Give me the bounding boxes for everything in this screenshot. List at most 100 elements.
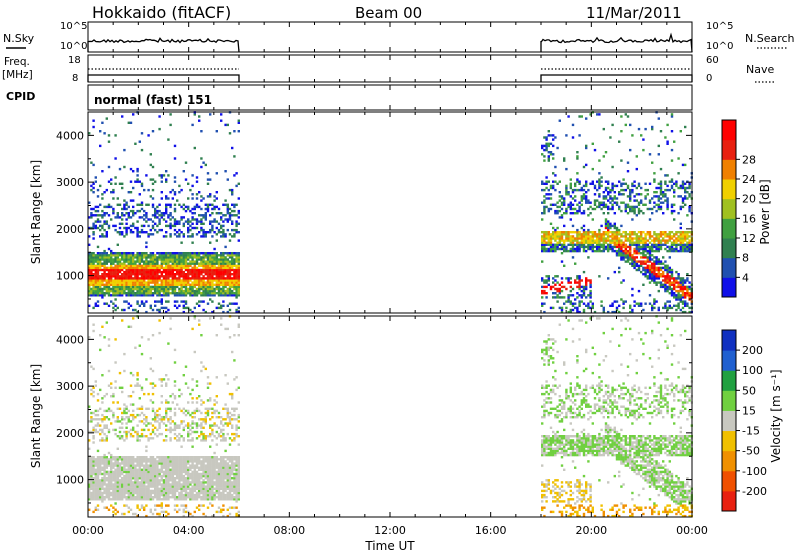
velocity-cell <box>151 458 155 461</box>
power-cell <box>116 287 119 291</box>
power-cell <box>215 233 218 236</box>
power-cell <box>178 304 181 307</box>
power-cell <box>541 249 544 253</box>
velocity-cell <box>129 483 133 486</box>
velocity-cell <box>132 413 135 417</box>
power-cell <box>193 207 196 211</box>
power-cell <box>558 205 561 209</box>
power-cell <box>191 266 194 270</box>
power-cell <box>220 113 223 116</box>
power-cell <box>673 287 676 291</box>
power-cell <box>688 195 691 198</box>
power-cell <box>681 182 685 185</box>
power-cell <box>662 270 665 274</box>
power-cell <box>631 205 634 209</box>
velocity-cell <box>99 464 102 467</box>
power-cell <box>556 245 559 249</box>
power-cell <box>211 279 214 282</box>
power-cell <box>149 279 152 282</box>
velocity-cell <box>134 416 137 419</box>
power-cell <box>541 243 544 246</box>
power-cell <box>640 193 643 196</box>
velocity-cell <box>171 474 174 478</box>
power-cell <box>545 231 548 234</box>
power-cell <box>615 233 619 236</box>
velocity-cell <box>149 479 152 482</box>
power-cell <box>105 256 108 259</box>
power-cell <box>189 279 192 282</box>
velocity-cell <box>158 418 161 421</box>
power-cell <box>162 268 166 272</box>
power-cell <box>633 207 636 211</box>
power-cell <box>662 262 665 265</box>
power-cell <box>237 260 240 263</box>
velocity-cell <box>116 483 119 486</box>
power-cell <box>589 306 592 310</box>
velocity-cell <box>114 496 117 499</box>
power-cell <box>158 220 161 223</box>
power-cell <box>541 241 544 244</box>
power-cell <box>589 245 592 249</box>
power-cell <box>160 279 163 282</box>
velocity-cell <box>110 395 113 398</box>
power-cell <box>167 308 170 312</box>
velocity-cell <box>165 472 168 476</box>
velocity-cell <box>145 445 148 448</box>
velocity-cell <box>92 483 95 486</box>
velocity-cell <box>125 422 128 425</box>
power-cell <box>138 289 141 293</box>
power-cell <box>160 306 163 310</box>
power-cell <box>222 256 225 259</box>
velocity-cell <box>94 428 97 432</box>
velocity-cell <box>173 460 177 463</box>
power-cell <box>228 277 232 280</box>
power-cell <box>173 180 177 183</box>
power-cell <box>198 275 201 278</box>
power-cell <box>657 258 660 261</box>
power-cell <box>677 249 680 253</box>
power-cell <box>609 207 612 211</box>
power-cell <box>178 233 181 236</box>
power-cell <box>622 188 625 192</box>
power-cell <box>171 270 174 274</box>
power-cell <box>571 197 575 200</box>
power-cell <box>178 235 181 238</box>
velocity-cell <box>171 477 174 480</box>
power-cell <box>554 203 557 206</box>
power-cell <box>162 252 166 255</box>
power-cell <box>541 292 544 295</box>
power-cell <box>116 243 119 246</box>
power-cell <box>607 235 610 238</box>
power-cell <box>198 287 201 291</box>
power-cell <box>180 279 183 282</box>
power-cell <box>633 231 636 234</box>
power-cell <box>651 262 654 265</box>
velocity-cell <box>105 477 108 480</box>
power-cell <box>132 308 135 312</box>
power-cell <box>211 310 214 314</box>
power-cell <box>116 266 119 270</box>
power-cell <box>127 214 130 217</box>
power-cell <box>125 256 128 259</box>
velocity-cell <box>127 460 130 463</box>
velocity-cell <box>118 493 122 497</box>
velocity-cell <box>121 460 124 463</box>
power-cell <box>92 273 95 276</box>
power-cell <box>112 262 115 265</box>
power-cell <box>213 294 216 297</box>
velocity-cell <box>147 407 150 410</box>
power-cell <box>138 235 141 238</box>
power-cell <box>147 283 150 286</box>
velocity-cell <box>169 458 172 461</box>
power-cell <box>169 203 172 206</box>
power-cell <box>578 300 581 303</box>
velocity-cell <box>154 477 157 480</box>
velocity-cell <box>94 493 97 497</box>
power-cell <box>154 285 157 289</box>
velocity-cell <box>121 416 124 419</box>
velocity-cell <box>171 464 174 467</box>
velocity-cell <box>143 422 146 425</box>
velocity-cell <box>145 407 148 410</box>
velocity-cell <box>171 489 174 493</box>
power-cell <box>165 197 168 200</box>
